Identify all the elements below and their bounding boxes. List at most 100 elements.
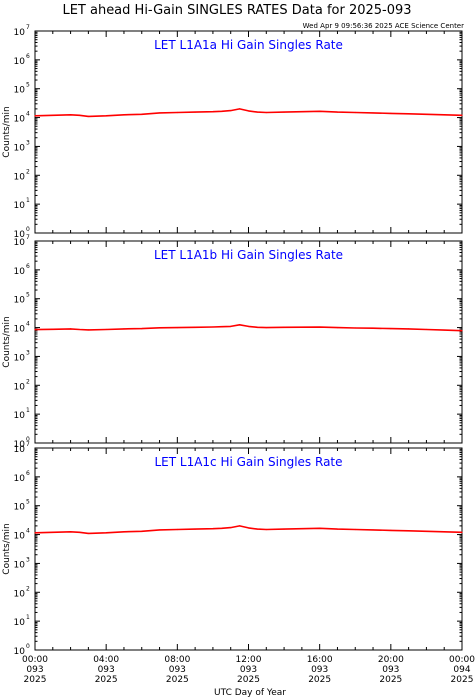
data-point <box>87 115 89 117</box>
x-tick-label: 2025 <box>451 675 474 685</box>
y-tick-label: 10 <box>14 325 26 335</box>
data-point <box>69 114 72 116</box>
timestamp: Wed Apr 9 09:56:36 2025 ACE Science Cent… <box>303 22 464 30</box>
y-tick-exponent: 3 <box>26 349 30 356</box>
y-tick-label: 10 <box>14 445 26 455</box>
data-point <box>354 528 356 531</box>
data-point <box>256 111 258 113</box>
y-tick-label: 10 <box>14 647 26 657</box>
data-point <box>247 110 250 112</box>
y-tick-exponent: 1 <box>26 407 30 414</box>
y-tick-exponent: 0 <box>26 436 30 443</box>
data-point <box>69 531 72 533</box>
y-tick-exponent: 6 <box>26 53 30 60</box>
data-point <box>390 328 392 330</box>
data-point <box>194 111 196 113</box>
y-tick-label: 10 <box>14 230 26 240</box>
x-tick-label: 093 <box>98 665 115 675</box>
y-tick-label: 10 <box>14 201 26 211</box>
y-tick-exponent: 4 <box>26 321 30 328</box>
series-line-a <box>34 108 463 118</box>
y-tick-label: 10 <box>14 28 26 38</box>
data-point <box>336 111 339 113</box>
data-point <box>408 328 410 330</box>
series-line-c <box>34 525 463 535</box>
y-tick-label: 10 <box>14 474 26 484</box>
y-tick-exponent: 1 <box>26 614 30 621</box>
x-tick-label: 2025 <box>237 675 260 685</box>
y-tick-label: 10 <box>14 411 26 421</box>
panel-title-b: LET L1A1b Hi Gain Singles Rate <box>154 248 343 262</box>
data-point <box>105 328 107 331</box>
y-tick-exponent: 5 <box>26 499 30 506</box>
y-tick-exponent: 2 <box>26 168 30 175</box>
data-point <box>372 327 374 329</box>
data-point <box>78 328 81 331</box>
data-point <box>52 328 54 330</box>
x-tick-label: 2025 <box>308 675 331 685</box>
x-tick-label: 2025 <box>166 675 189 685</box>
data-point <box>176 326 178 329</box>
data-point <box>221 326 223 328</box>
y-tick-exponent: 2 <box>26 378 30 385</box>
data-point <box>239 324 241 326</box>
data-point <box>443 531 445 533</box>
data-point <box>176 111 178 114</box>
data-point <box>34 329 36 331</box>
data-point <box>443 114 445 116</box>
data-point <box>336 528 339 530</box>
data-point <box>319 110 321 112</box>
y-tick-label: 10 <box>14 560 26 570</box>
y-tick-label: 10 <box>14 238 26 248</box>
y-tick-exponent: 1 <box>26 197 30 204</box>
y-tick-exponent: 7 <box>26 24 30 31</box>
data-point <box>461 114 463 116</box>
data-point <box>283 111 285 113</box>
y-tick-label: 10 <box>14 589 26 599</box>
data-point <box>123 114 125 116</box>
data-point <box>176 528 178 531</box>
y-tick-exponent: 5 <box>26 292 30 299</box>
data-point <box>319 326 321 328</box>
y-tick-exponent: 4 <box>26 528 30 535</box>
x-tick-label: 093 <box>169 665 186 675</box>
x-tick-label: 12:00 <box>236 655 262 665</box>
y-tick-label: 10 <box>14 267 26 277</box>
y-axis-label: Counts/min <box>2 523 12 574</box>
data-point <box>158 327 161 329</box>
y-tick-label: 10 <box>14 503 26 513</box>
y-tick-exponent: 6 <box>26 263 30 270</box>
y-tick-label: 10 <box>14 353 26 363</box>
plot-frame <box>34 447 463 651</box>
x-tick-label: 2025 <box>379 675 402 685</box>
data-point <box>230 325 232 327</box>
data-point <box>158 529 161 531</box>
x-tick-label: 00:00 <box>22 655 48 665</box>
data-point <box>372 529 374 531</box>
data-point <box>301 528 303 530</box>
data-point <box>212 111 214 113</box>
data-point <box>256 528 258 530</box>
data-point <box>425 328 428 331</box>
x-axis-label: UTC Day of Year <box>214 688 286 698</box>
data-point <box>69 328 72 330</box>
data-point <box>372 112 374 114</box>
data-point <box>230 109 232 112</box>
y-tick-label: 10 <box>14 172 26 182</box>
plot-frame <box>34 30 463 234</box>
y-axis-label: Counts/min <box>2 316 12 367</box>
data-point <box>265 111 267 114</box>
data-point <box>105 532 107 534</box>
x-tick-label: 20:00 <box>378 655 404 665</box>
data-point <box>105 115 107 117</box>
x-tick-label: 16:00 <box>307 655 333 665</box>
y-tick-label: 10 <box>14 57 26 67</box>
data-point <box>239 525 241 527</box>
data-point <box>52 114 54 116</box>
y-tick-exponent: 3 <box>26 556 30 563</box>
data-point <box>158 112 161 114</box>
data-point <box>354 111 356 114</box>
